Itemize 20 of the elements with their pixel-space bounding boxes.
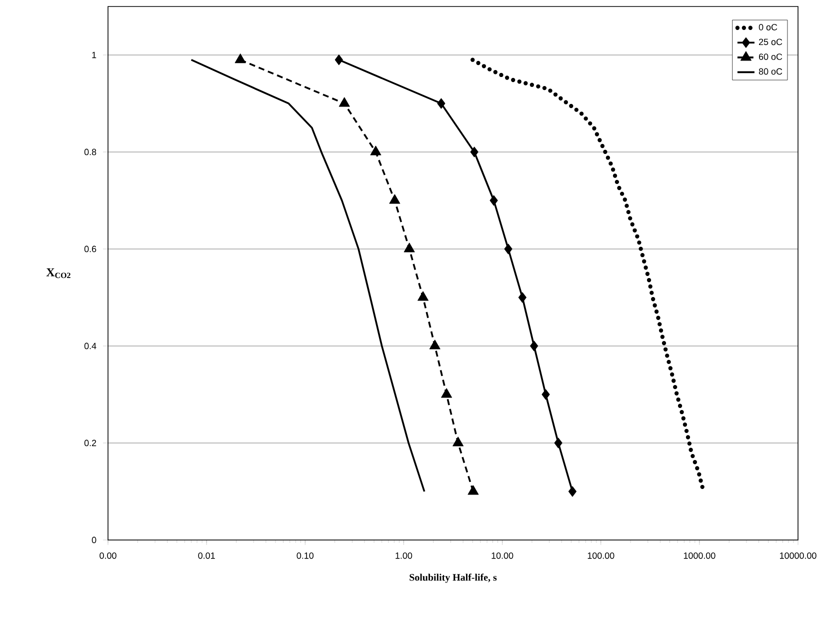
x-tick-label: 0.01 [198, 552, 215, 559]
x-tick-label: 0.10 [296, 552, 314, 559]
y-tick-label: 0.4 [84, 342, 96, 350]
legend-label: 0 oC [758, 24, 778, 30]
x-axis-title: Solubility Half-life, s [410, 574, 497, 583]
y-tick-label: 0.6 [84, 246, 96, 252]
y-axis-title: X$_{CO2}$ [46, 268, 70, 278]
x-tick-label: 100.00 [588, 552, 614, 559]
x-tick-label: 10000.00 [780, 552, 816, 559]
legend-label: 80 oC [758, 68, 782, 75]
legend-label: 25 oC [759, 38, 782, 46]
x-tick-label: 10.00 [492, 552, 514, 559]
legend-label: 60 oC [759, 54, 782, 60]
x-tick-label: 0.00 [100, 552, 116, 559]
x-tick-label: 1000.00 [684, 552, 716, 559]
y-tick-label: 0 [92, 536, 96, 544]
x-tick-label: 1.00 [396, 552, 412, 559]
y-tick-label: 0.8 [84, 148, 96, 156]
y-tick-label: 1 [92, 52, 96, 58]
y-tick-label: 0.2 [84, 440, 96, 446]
